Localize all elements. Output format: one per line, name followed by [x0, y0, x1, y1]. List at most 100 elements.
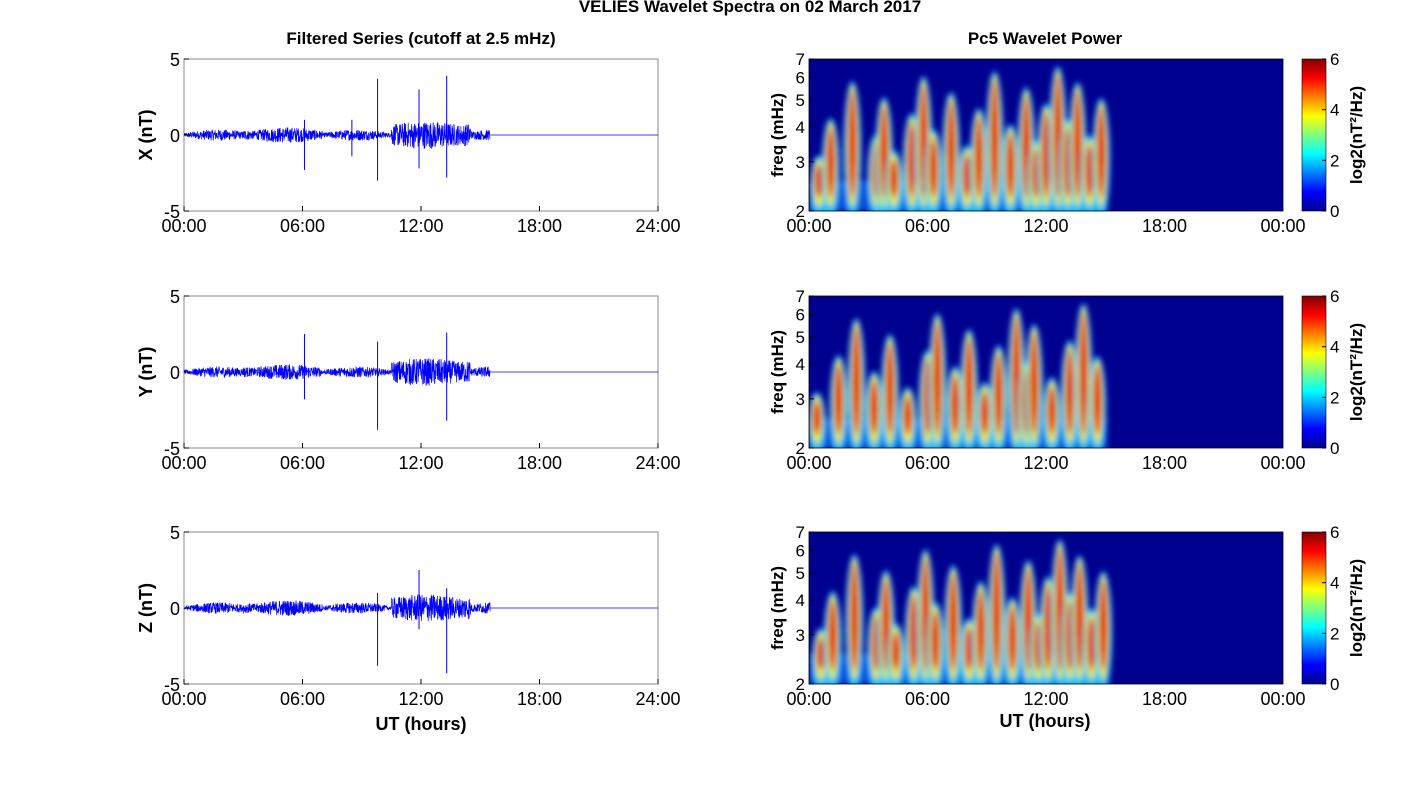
y-tick-label: 0: [170, 363, 180, 383]
series-panel-y: 5 0 -500:00 06:00 12:00 18:00 24:00 Y (nT): [136, 287, 681, 473]
colorbar-label: log2(nT²/Hz): [1347, 86, 1366, 184]
heatmap-cell: [1085, 145, 1094, 197]
heatmap-cell: [903, 397, 912, 434]
x-tick-label: 00:00: [1260, 689, 1305, 709]
heatmap-cell: [964, 628, 973, 670]
colorbar: [1301, 58, 1327, 212]
heatmap-cell: [974, 118, 983, 197]
heatmap-cell: [976, 591, 985, 670]
heatmap-cell: [1030, 334, 1039, 434]
right-xlabel: UT (hours): [1000, 711, 1091, 731]
y-tick-label: 5: [170, 523, 180, 543]
heatmap-cell: [964, 339, 973, 434]
series-panel-z: 5 0 -500:00 06:00 12:00 18:00 24:00 Z (nT): [136, 523, 681, 709]
y-tick-label: 6: [796, 542, 805, 561]
x-tick-label: 24:00: [635, 689, 680, 709]
x-tick-label: 06:00: [905, 453, 950, 473]
x-tick-label: 06:00: [905, 689, 950, 709]
y-tick-label: 2: [796, 202, 805, 221]
heatmap-cell: [891, 633, 900, 670]
y-tick-label: 4: [796, 591, 805, 610]
heatmap-cell: [848, 91, 857, 197]
y-tick-label: 7: [796, 50, 805, 69]
y-tick-label: -5: [164, 439, 180, 459]
y-tick-label: 2: [796, 439, 805, 458]
heatmap-cell: [850, 564, 859, 670]
left-xlabel: UT (hours): [376, 714, 467, 734]
colorbar-label: log2(nT²/Hz): [1347, 323, 1366, 421]
heatmap-cell: [994, 355, 1003, 434]
heatmap-cells: [809, 539, 1113, 684]
y-axis-label: freq (mHz): [768, 93, 787, 177]
heatmap-cell: [992, 554, 1001, 670]
heatmap-cell: [816, 638, 825, 670]
x-tick-label: 18:00: [1142, 453, 1187, 473]
heatmap-cells: [809, 66, 1111, 211]
y-tick-label: 3: [796, 153, 805, 172]
heatmap-cell: [907, 123, 916, 197]
heatmap-cell: [963, 155, 971, 197]
y-tick-label: -5: [164, 675, 180, 695]
colorbar-tick-label: 6: [1330, 50, 1339, 69]
y-tick-label: 4: [796, 355, 805, 374]
colorbar-tick-label: 2: [1330, 151, 1339, 170]
heatmap-cell: [828, 601, 837, 670]
y-axis-label: freq (mHz): [768, 566, 787, 650]
y-axis-label: X (nT): [136, 110, 156, 161]
heatmap-cell: [931, 612, 940, 670]
heatmap-cell: [929, 139, 938, 197]
y-axis-label: freq (mHz): [768, 330, 787, 414]
heatmap-cell: [1006, 134, 1015, 197]
y-tick-label: -5: [164, 202, 180, 222]
heatmap-cell: [1073, 92, 1082, 197]
x-tick-label: 12:00: [398, 453, 443, 473]
x-tick-label: 24:00: [635, 453, 680, 473]
plot-frame: [808, 58, 1284, 212]
x-tick-label: 00:00: [161, 453, 206, 473]
heatmap-cell: [889, 160, 898, 197]
x-tick-label: 00:00: [1260, 453, 1305, 473]
series-panel-x: 5 0 -500:00 06:00 12:00 18:00 24:00 X (nT): [136, 50, 681, 236]
x-tick-label: 18:00: [517, 453, 562, 473]
x-tick-label: 12:00: [398, 689, 443, 709]
heatmap-cell: [852, 328, 861, 434]
heatmap-cell: [951, 376, 960, 434]
y-tick-label: 3: [796, 626, 805, 645]
y-tick-label: 0: [170, 126, 180, 146]
y-tick-label: 4: [796, 118, 805, 137]
y-tick-label: 5: [796, 91, 805, 110]
heatmap-cell: [1087, 618, 1096, 670]
series-trace: [183, 358, 491, 386]
heatmap-cell: [814, 165, 823, 197]
x-tick-label: 12:00: [1023, 689, 1068, 709]
heatmap-cell: [1099, 581, 1108, 670]
colorbar-tick-label: 0: [1330, 439, 1339, 458]
heatmap-cell: [933, 323, 942, 434]
x-tick-label: 00:00: [161, 689, 206, 709]
right-column-title: Pc5 Wavelet Power: [968, 29, 1123, 48]
heatmap-cell: [1008, 607, 1017, 670]
x-tick-label: 00:00: [786, 216, 831, 236]
series-trace: [183, 594, 491, 622]
x-tick-label: 06:00: [905, 216, 950, 236]
plot-frame: [808, 531, 1284, 685]
heatmap-cell: [1042, 113, 1050, 197]
x-tick-label: 00:00: [786, 453, 831, 473]
y-tick-label: 3: [796, 390, 805, 409]
colorbar-tick-label: 4: [1330, 338, 1339, 357]
heatmap-cell: [1047, 387, 1056, 434]
colorbar: [1301, 295, 1327, 449]
heatmap-cell: [870, 381, 879, 434]
colorbar-tick-label: 2: [1330, 388, 1339, 407]
y-tick-label: 6: [796, 306, 805, 325]
colorbar-tick-label: 0: [1330, 202, 1339, 221]
x-tick-label: 18:00: [517, 689, 562, 709]
left-column-title: Filtered Series (cutoff at 2.5 mHz): [286, 29, 555, 48]
heatmap-cell: [947, 102, 956, 197]
heatmap-cell: [1065, 350, 1074, 434]
colorbar-tick-label: 4: [1330, 574, 1339, 593]
heatmap-cells: [809, 303, 1108, 448]
x-tick-label: 18:00: [1142, 216, 1187, 236]
colorbar-label: log2(nT²/Hz): [1347, 559, 1366, 657]
